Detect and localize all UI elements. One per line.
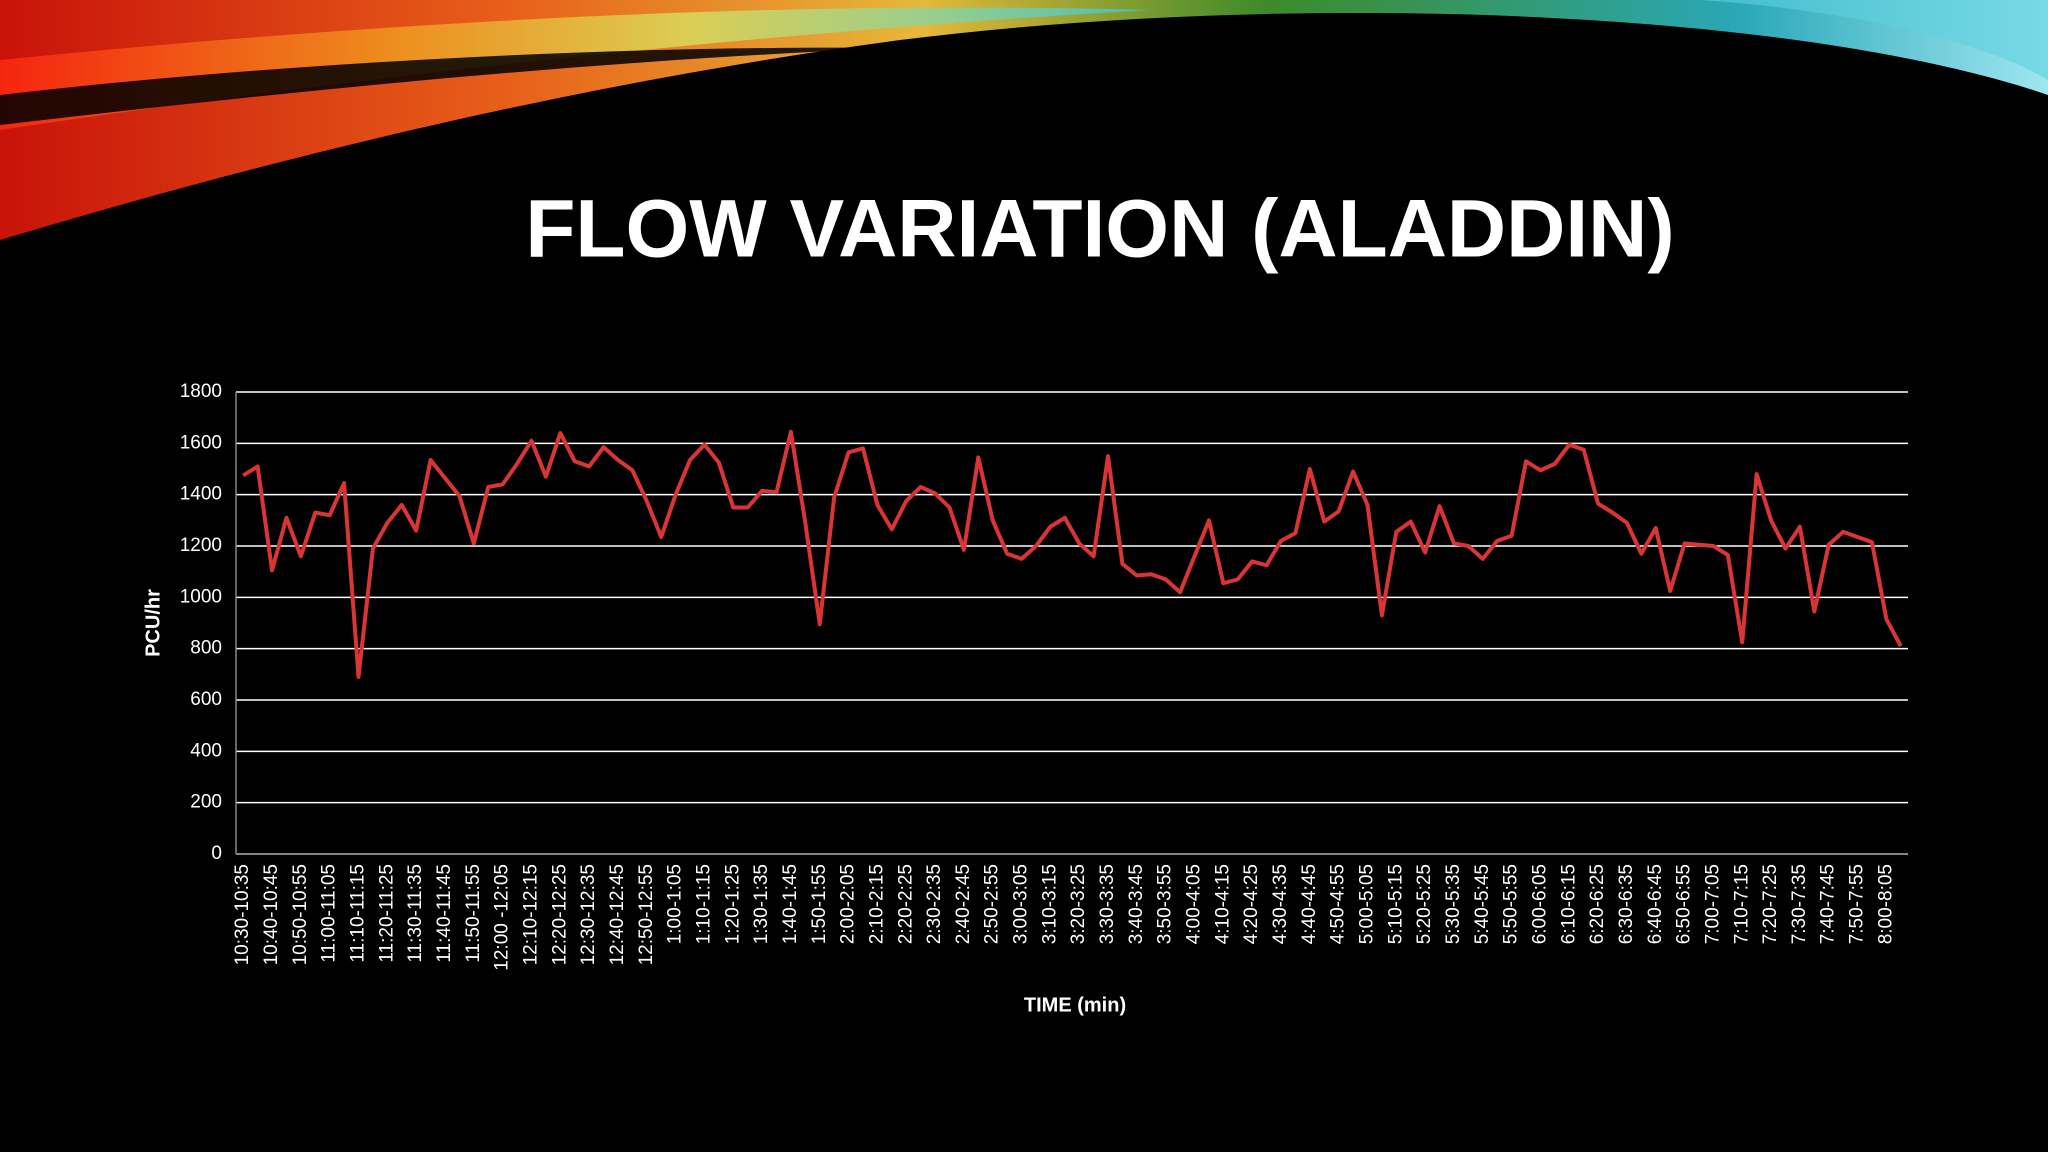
y-tick-label: 600 bbox=[190, 689, 222, 710]
y-tick-label: 1600 bbox=[180, 432, 222, 453]
x-tick-label: 2:10-2:15 bbox=[866, 864, 887, 944]
x-tick-label: 4:50-4:55 bbox=[1328, 864, 1349, 944]
x-tick-label: 5:10-5:15 bbox=[1385, 864, 1406, 944]
x-tick-label: 3:20-3:25 bbox=[1068, 864, 1089, 944]
x-tick-label: 11:50-11:55 bbox=[463, 864, 484, 963]
x-tick-label: 7:50-7:55 bbox=[1847, 864, 1868, 944]
x-tick-label: 12:20-12:25 bbox=[549, 864, 570, 965]
y-tick-label: 0 bbox=[211, 843, 222, 864]
x-tick-label: 2:50-2:55 bbox=[982, 864, 1003, 944]
x-tick-label: 7:40-7:45 bbox=[1818, 864, 1839, 944]
data-line bbox=[242, 429, 1903, 679]
y-tick-label: 1400 bbox=[180, 484, 222, 505]
chart-title: FLOW VARIATION (ALADDIN) bbox=[525, 184, 1674, 275]
x-tick-label: 2:30-2:35 bbox=[924, 864, 945, 944]
x-tick-label: 7:20-7:25 bbox=[1760, 864, 1781, 944]
x-tick-label: 1:00-1:05 bbox=[665, 864, 686, 944]
x-tick-label: 7:30-7:35 bbox=[1789, 864, 1810, 944]
x-tick-label: 11:30-11:35 bbox=[405, 864, 426, 963]
x-tick-label: 1:20-1:25 bbox=[722, 864, 743, 944]
y-tick-label: 400 bbox=[190, 740, 222, 761]
decoration bbox=[0, 0, 2048, 240]
x-tick-label: 5:40-5:45 bbox=[1472, 864, 1493, 944]
x-tick-label: 8:00-8:05 bbox=[1875, 864, 1896, 944]
x-tick-label: 3:50-3:55 bbox=[1155, 864, 1176, 944]
x-tick-label: 6:10-6:15 bbox=[1558, 864, 1579, 944]
y-tick-label: 1000 bbox=[180, 586, 222, 607]
y-tick-label: 800 bbox=[190, 638, 222, 659]
x-tick-label: 12:40-12:45 bbox=[607, 864, 628, 965]
x-tick-label: 1:10-1:15 bbox=[693, 864, 714, 944]
y-tick-label: 200 bbox=[190, 792, 222, 813]
x-tick-label: 10:40-10:45 bbox=[261, 864, 282, 965]
x-tick-label: 5:30-5:35 bbox=[1443, 864, 1464, 944]
x-axis-title: TIME (min) bbox=[1024, 994, 1126, 1016]
x-tick-label: 4:10-4:15 bbox=[1212, 864, 1233, 944]
x-tick-label: 10:50-10:55 bbox=[290, 864, 311, 965]
y-axis-title: PCU/hr bbox=[142, 589, 164, 657]
x-tick-label: 5:00-5:05 bbox=[1356, 864, 1377, 944]
x-tick-label: 4:20-4:25 bbox=[1241, 864, 1262, 944]
x-tick-label: 11:10-11:15 bbox=[348, 864, 369, 963]
x-tick-label: 12:00 -12:05 bbox=[492, 864, 513, 971]
x-tick-label: 6:20-6:25 bbox=[1587, 864, 1608, 944]
x-tick-label: 1:30-1:35 bbox=[751, 864, 772, 944]
x-tick-label: 3:10-3:15 bbox=[1039, 864, 1060, 944]
y-tick-label: 1800 bbox=[180, 381, 222, 402]
x-tick-label: 12:10-12:15 bbox=[520, 864, 541, 965]
x-tick-label: 11:20-11:25 bbox=[376, 864, 397, 963]
x-tick-label: 6:50-6:55 bbox=[1674, 864, 1695, 944]
x-tick-label: 11:00-11:05 bbox=[319, 864, 340, 963]
x-tick-label: 2:40-2:45 bbox=[953, 864, 974, 944]
x-tick-label: 12:50-12:55 bbox=[636, 864, 657, 965]
x-tick-label: 11:40-11:45 bbox=[434, 864, 455, 963]
x-tick-label: 1:40-1:45 bbox=[780, 864, 801, 944]
x-tick-label: 7:00-7:05 bbox=[1702, 864, 1723, 944]
x-tick-label: 3:40-3:45 bbox=[1126, 864, 1147, 944]
x-tick-label: 5:20-5:25 bbox=[1414, 864, 1435, 944]
x-tick-label: 2:20-2:25 bbox=[895, 864, 916, 944]
x-tick-label: 2:00-2:05 bbox=[838, 864, 859, 944]
x-tick-label: 4:00-4:05 bbox=[1184, 864, 1205, 944]
y-tick-label: 1200 bbox=[180, 535, 222, 556]
x-tick-label: 5:50-5:55 bbox=[1501, 864, 1522, 944]
x-tick-label: 3:00-3:05 bbox=[1011, 864, 1032, 944]
x-tick-label: 4:30-4:35 bbox=[1270, 864, 1291, 944]
x-tick-label: 10:30-10:35 bbox=[232, 864, 253, 965]
x-tick-label: 1:50-1:55 bbox=[809, 864, 830, 944]
x-tick-label: 6:00-6:05 bbox=[1529, 864, 1550, 944]
x-tick-label: 3:30-3:35 bbox=[1097, 864, 1118, 944]
x-tick-label: 6:30-6:35 bbox=[1616, 864, 1637, 944]
x-tick-label: 7:10-7:15 bbox=[1731, 864, 1752, 944]
x-tick-label: 6:40-6:45 bbox=[1645, 864, 1666, 944]
x-tick-label: 4:40-4:45 bbox=[1299, 864, 1320, 944]
x-tick-label: 12:30-12:35 bbox=[578, 864, 599, 965]
